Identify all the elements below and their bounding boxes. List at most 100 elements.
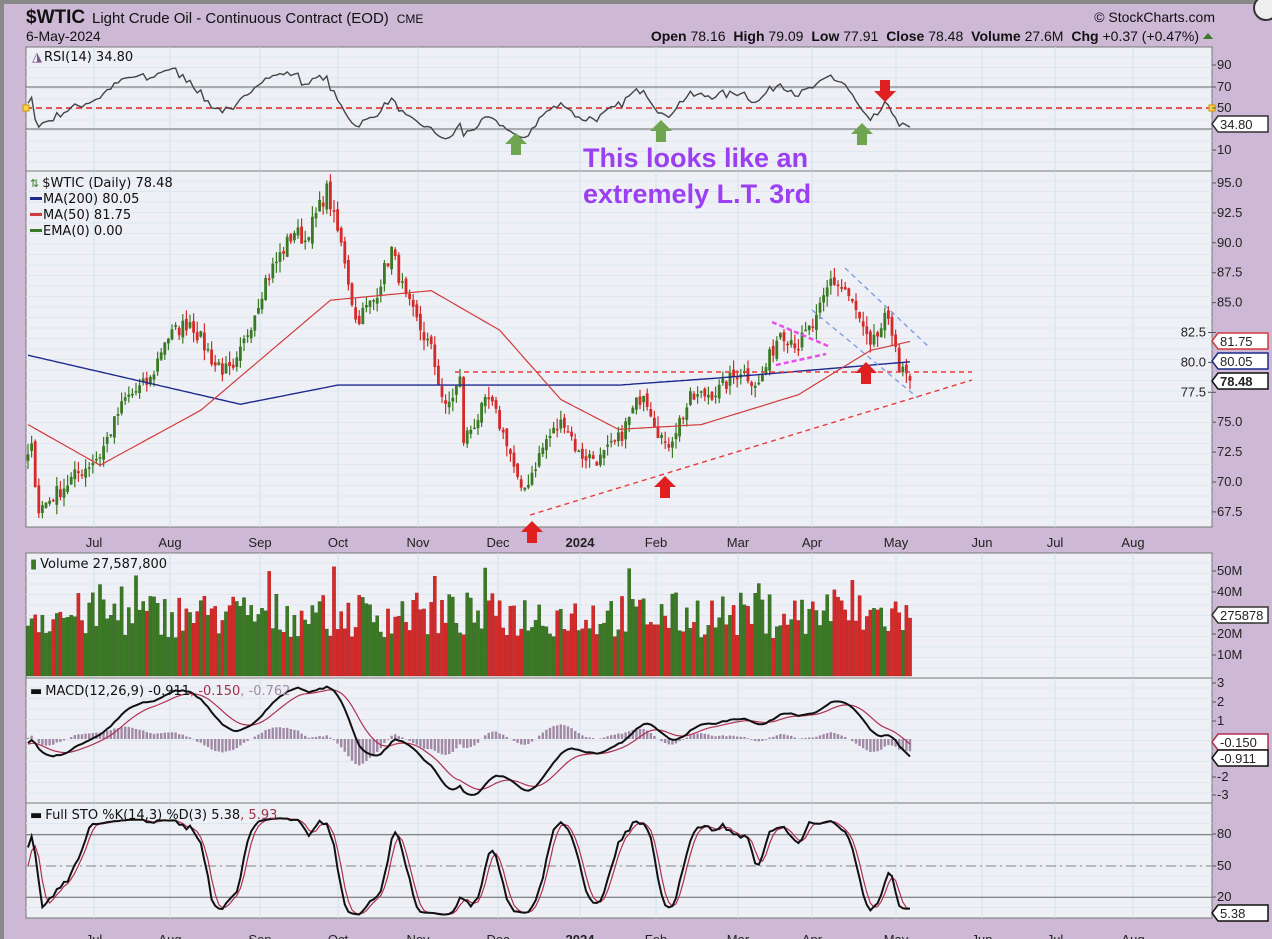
volume-bar bbox=[555, 610, 559, 677]
price-bar bbox=[87, 461, 91, 477]
price-bar-body bbox=[59, 489, 62, 498]
macd-histogram-bar bbox=[869, 739, 872, 753]
volume-bar bbox=[890, 608, 894, 677]
price-bar-body bbox=[98, 457, 102, 459]
macd-histogram-bar bbox=[466, 739, 469, 748]
price-bar-body bbox=[732, 369, 735, 377]
volume-bar bbox=[505, 635, 509, 677]
price-bar-body bbox=[188, 322, 192, 328]
volume-title: Volume 27,587,800 bbox=[40, 557, 167, 572]
price-bar-body bbox=[653, 417, 656, 427]
macd-histogram-bar bbox=[649, 733, 652, 739]
volume-bar bbox=[162, 599, 167, 677]
price-bar bbox=[145, 371, 149, 392]
macd-histogram-bar bbox=[620, 733, 624, 739]
price-bar-body bbox=[707, 394, 710, 398]
price-bar-body bbox=[901, 366, 905, 373]
price-bar-body bbox=[102, 446, 105, 460]
price-bar-body bbox=[545, 439, 548, 451]
volume-bar bbox=[292, 615, 297, 677]
volume-bar bbox=[296, 636, 300, 677]
price-bar bbox=[509, 448, 512, 462]
macd-histogram-bar bbox=[80, 734, 84, 739]
price-axis-label: 95.0 bbox=[1217, 175, 1242, 190]
volume-bar bbox=[713, 627, 718, 677]
price-bar-body bbox=[372, 300, 375, 302]
volume-bar bbox=[195, 611, 200, 677]
price-bar-body bbox=[897, 347, 901, 373]
x-axis-label-bottom: Aug bbox=[1121, 932, 1144, 939]
volume-bar bbox=[386, 608, 390, 677]
price-bar-body bbox=[840, 287, 843, 289]
macd-histogram-bar bbox=[430, 739, 433, 750]
volume-bar bbox=[886, 630, 891, 677]
price-bar-body bbox=[411, 299, 415, 307]
price-bar bbox=[289, 233, 293, 244]
volume-bar bbox=[325, 628, 329, 677]
price-bar-body bbox=[761, 375, 764, 382]
macd-histogram-bar bbox=[253, 736, 256, 739]
price-bar bbox=[771, 339, 775, 363]
macd-histogram-bar bbox=[833, 732, 836, 739]
macd-histogram-bar bbox=[336, 739, 339, 744]
macd-histogram-bar bbox=[275, 727, 278, 739]
price-bar bbox=[264, 274, 267, 301]
volume-bar bbox=[249, 605, 254, 677]
price-axis-label: 72.5 bbox=[1217, 444, 1242, 459]
macd-histogram-bar bbox=[160, 733, 163, 739]
volume-bar bbox=[602, 622, 606, 677]
price-bar-body bbox=[192, 321, 195, 333]
macd-histogram-bar bbox=[707, 734, 710, 739]
volume-bar bbox=[260, 608, 264, 677]
price-bar bbox=[530, 465, 534, 487]
volume-bar bbox=[177, 597, 182, 677]
price-bar bbox=[609, 432, 613, 448]
red-up-arrow-icon bbox=[521, 521, 543, 543]
volume-bar bbox=[767, 594, 772, 677]
volume-bar bbox=[613, 636, 617, 677]
price-bar-body bbox=[581, 448, 584, 459]
price-bar bbox=[339, 226, 343, 247]
price-bar bbox=[357, 310, 361, 326]
volume-bar bbox=[793, 600, 797, 677]
macd-histogram-bar bbox=[156, 733, 159, 739]
volume-axis-label: 20M bbox=[1217, 626, 1242, 641]
price-bar-body bbox=[671, 441, 674, 448]
volume-bar bbox=[263, 610, 268, 677]
macd-histogram-bar bbox=[548, 727, 552, 739]
price-bar-body bbox=[73, 469, 77, 480]
macd-histogram-bar bbox=[563, 725, 566, 739]
price-bar-body bbox=[469, 429, 473, 435]
macd-signal-line bbox=[27, 689, 911, 791]
price-bar-body bbox=[44, 502, 48, 508]
volume-bar bbox=[476, 610, 480, 677]
green-up-arrow-icon bbox=[851, 123, 873, 145]
volume-bar bbox=[821, 610, 826, 677]
price-bar bbox=[613, 439, 617, 445]
x-axis-label-bottom: Jun bbox=[972, 932, 993, 939]
price-bar bbox=[660, 432, 663, 445]
chart-date: 6-May-2024 bbox=[26, 28, 101, 44]
volume-bar bbox=[627, 568, 631, 677]
price-bar-body bbox=[595, 461, 599, 466]
price-bar bbox=[840, 279, 843, 293]
price-bar bbox=[37, 478, 41, 518]
stockcharts-watermark[interactable]: © StockCharts.com bbox=[1094, 9, 1215, 25]
price-bar bbox=[185, 310, 188, 336]
price-bar-body bbox=[728, 372, 732, 386]
price-bar bbox=[836, 280, 840, 297]
x-axis-label-bottom: Dec bbox=[486, 932, 510, 939]
corner-button-icon[interactable] bbox=[1253, 0, 1272, 21]
price-bar-body bbox=[257, 307, 260, 314]
volume-bar bbox=[641, 598, 646, 677]
price-bar bbox=[156, 351, 159, 376]
macd-histogram-bar bbox=[329, 737, 332, 739]
macd-histogram-bar bbox=[419, 739, 422, 747]
price-bar bbox=[512, 445, 516, 473]
price-bar-body bbox=[383, 263, 386, 285]
macd-histogram-bar bbox=[59, 739, 62, 742]
volume-bar bbox=[361, 597, 365, 677]
price-bar bbox=[793, 334, 797, 353]
price-bar bbox=[177, 325, 181, 340]
